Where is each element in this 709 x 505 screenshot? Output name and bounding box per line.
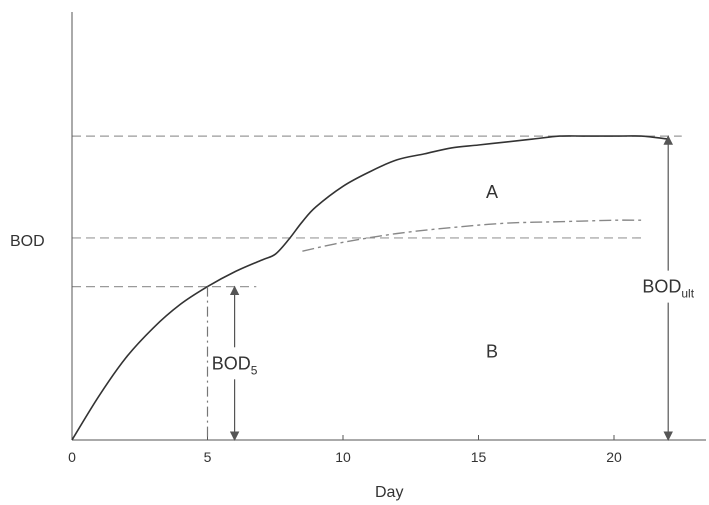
- x-tick-label-0: 0: [68, 449, 76, 465]
- region-a-label: A: [486, 182, 498, 202]
- axes: 0 5 10 15 20: [68, 12, 706, 465]
- labels: BOD Day A B BOD5 BODult: [10, 135, 695, 501]
- series-group: [71, 135, 669, 441]
- x-tick-label-20: 20: [606, 449, 622, 465]
- bodult-label: BODult: [642, 277, 694, 301]
- x-tick-label-15: 15: [471, 449, 487, 465]
- x-tick-label-5: 5: [204, 449, 212, 465]
- x-axis-label: Day: [375, 484, 403, 501]
- y-axis-label: BOD: [10, 233, 45, 250]
- region-b-label: B: [486, 341, 498, 361]
- x-tick-label-10: 10: [335, 449, 351, 465]
- reference-lines: [72, 135, 682, 288]
- series-solid-curve: [71, 135, 669, 441]
- bod5-label: BOD5: [212, 353, 258, 377]
- series-dashed-curve: [302, 219, 642, 252]
